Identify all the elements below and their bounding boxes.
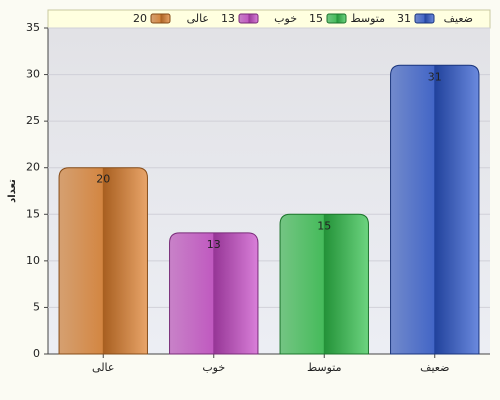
y-tick-label: 25	[26, 114, 40, 127]
legend-swatch	[414, 13, 435, 24]
bar	[279, 213, 369, 355]
legend-swatch	[238, 13, 259, 24]
bar	[390, 64, 480, 355]
legend-label: متوسط	[350, 12, 385, 25]
y-tick-label: 5	[33, 300, 40, 313]
y-axis-label: تعداد	[7, 179, 18, 203]
legend-swatch	[150, 13, 171, 24]
legend-label: عالی	[187, 12, 209, 25]
legend-swatch	[326, 13, 347, 24]
y-tick-label: 0	[33, 347, 40, 360]
legend-value: 15	[309, 12, 323, 25]
y-tick-label: 30	[26, 68, 40, 81]
bar	[58, 167, 148, 355]
data-label: 13	[207, 238, 221, 251]
bar	[169, 232, 259, 355]
y-tick-label: 35	[26, 21, 40, 34]
legend-value: 31	[397, 12, 411, 25]
legend-label: خوب	[274, 12, 297, 25]
y-tick-label: 10	[26, 254, 40, 267]
data-label: 31	[428, 70, 442, 83]
data-label: 15	[317, 219, 331, 232]
legend-value: 13	[221, 12, 235, 25]
x-tick-label: عالی	[92, 361, 114, 374]
legend-label: ضعیف	[444, 12, 473, 25]
x-tick-label: خوب	[202, 361, 225, 374]
y-tick-label: 20	[26, 161, 40, 174]
x-tick-label: ضعیف	[420, 361, 449, 374]
data-label: 20	[96, 173, 110, 186]
x-tick-label: متوسط	[307, 361, 342, 374]
legend-value: 20	[133, 12, 147, 25]
y-tick-label: 15	[26, 207, 40, 220]
